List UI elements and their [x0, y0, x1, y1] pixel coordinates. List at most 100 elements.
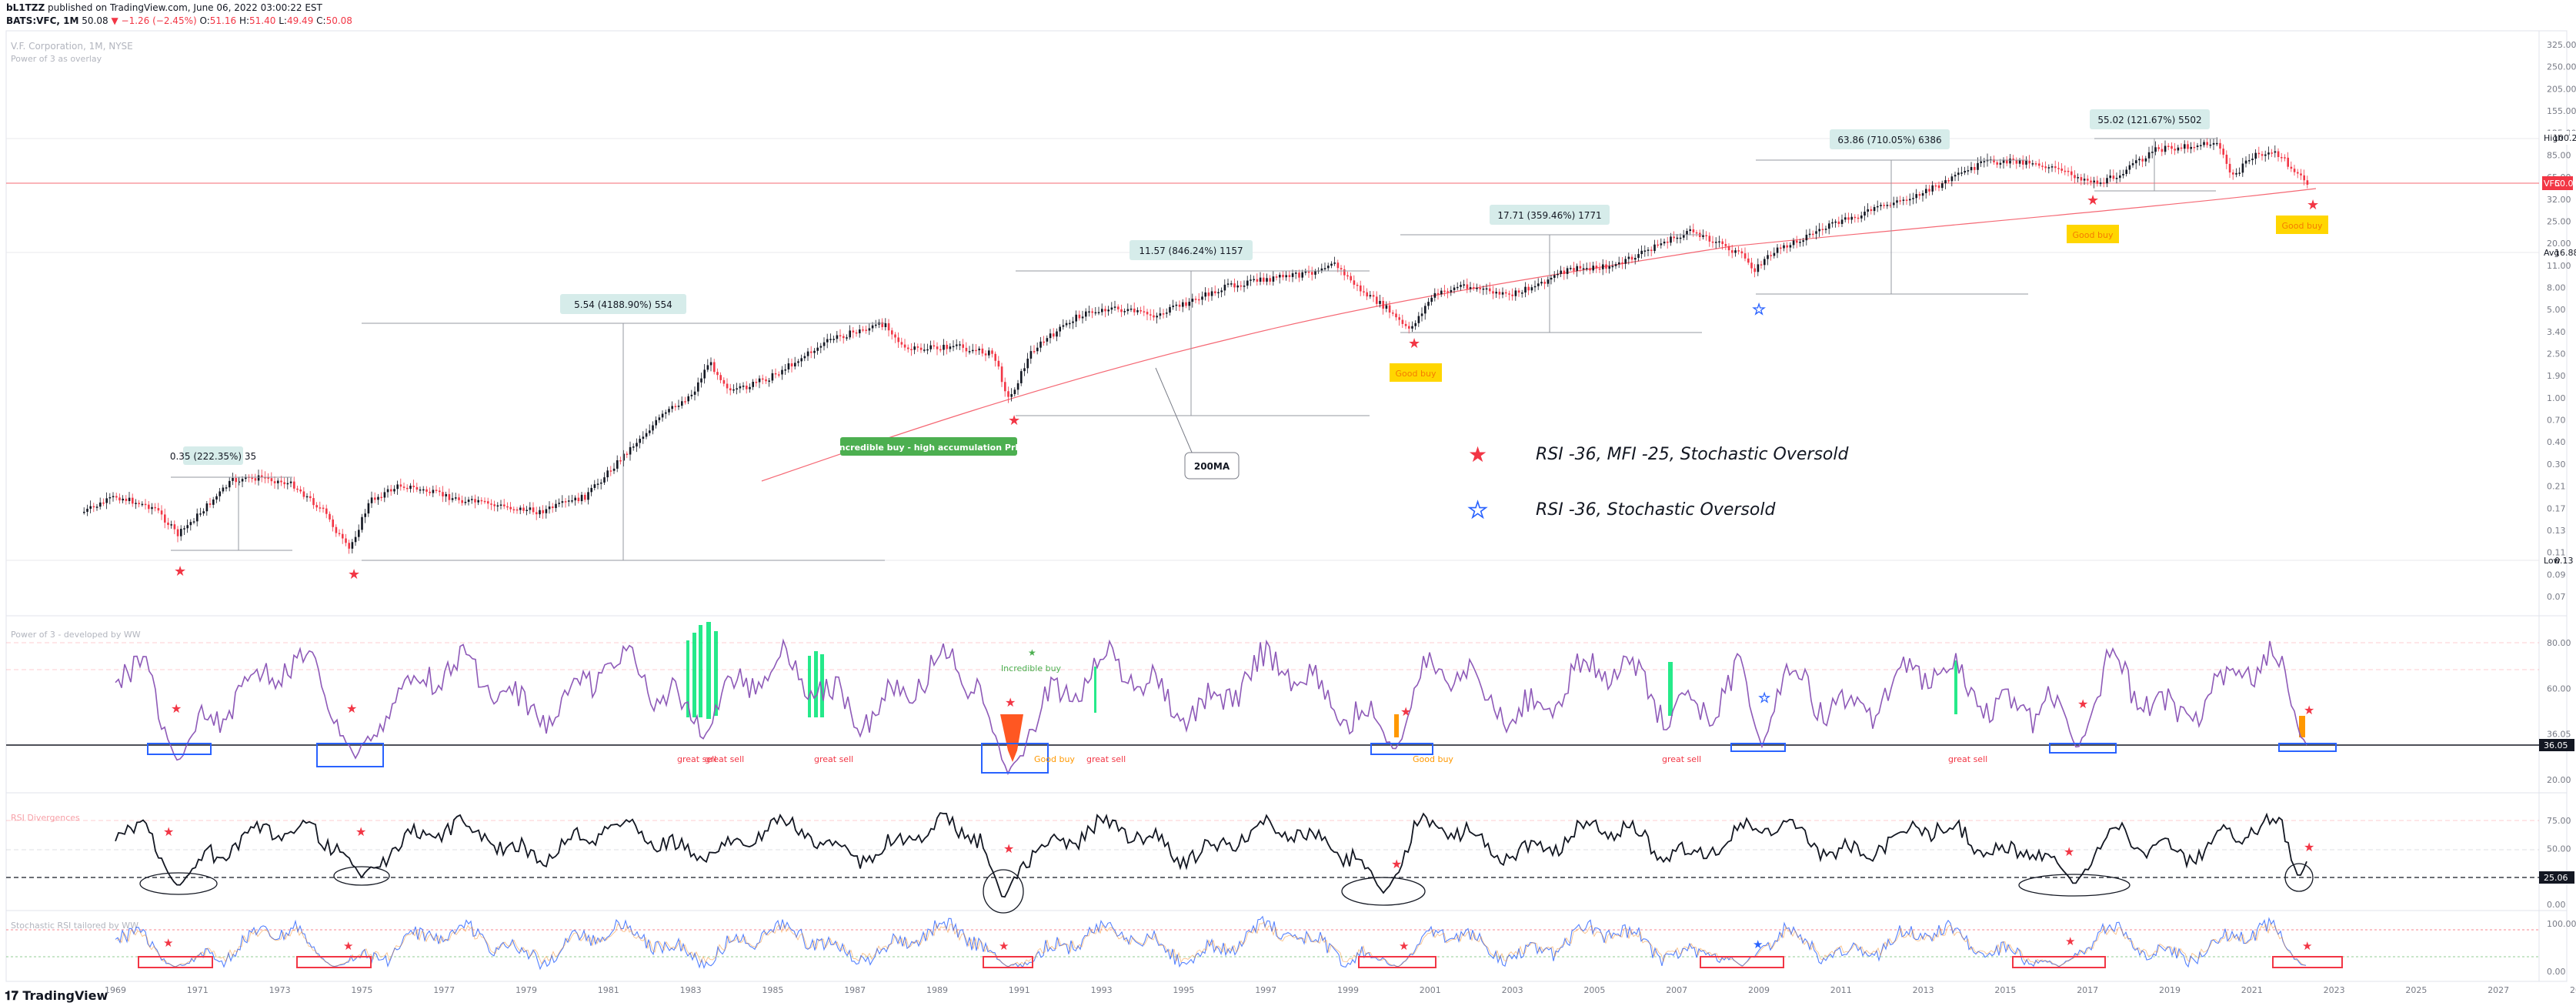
measure-5[interactable]: 63.86 (710.05%) 6386 — [1756, 129, 2028, 295]
candle-body — [202, 511, 205, 514]
candle-body — [561, 501, 564, 503]
candle-body — [1016, 383, 1019, 390]
price-change: −1.26 (−2.45%) — [121, 15, 197, 26]
p3-axis[interactable]: 80.00 60.00 36.05 20.00 — [2547, 638, 2571, 785]
candle-body — [1533, 286, 1537, 288]
candle-body — [1020, 371, 1023, 383]
star-icon: ★ — [355, 824, 366, 839]
candle-body — [1039, 341, 1042, 348]
candle-body — [1000, 366, 1003, 383]
candle-body — [2267, 152, 2270, 155]
candle-body — [642, 436, 645, 439]
candle-body — [471, 499, 473, 500]
candle-body — [1934, 185, 1937, 187]
candle-body — [480, 500, 483, 502]
candle-body — [2151, 152, 2154, 153]
candle-body — [267, 477, 269, 479]
candle-body — [813, 350, 816, 353]
candle-body — [1595, 266, 1598, 269]
price-tag-value: 50.08 — [2554, 179, 2576, 189]
measure-1[interactable]: 0.35 (222.35%) 35 — [170, 446, 292, 551]
candle-body — [1330, 263, 1333, 266]
measure-4[interactable]: 17.71 (359.46%) 1771 — [1400, 205, 1702, 333]
ma-callout[interactable]: 200MA — [1155, 367, 1240, 480]
low-label: L: — [279, 15, 287, 26]
candle-body — [645, 433, 648, 437]
candle-body — [1473, 287, 1475, 289]
candle-body — [652, 425, 654, 431]
publisher-name[interactable]: bL1TZZ — [6, 2, 45, 13]
incredible-buy-note[interactable]: Incredible buy - high accumulation Prb — [836, 437, 1022, 456]
candle-body — [539, 510, 541, 515]
candle-body — [345, 538, 347, 543]
time-tick-label: 1979 — [516, 985, 537, 995]
candle-body — [671, 406, 673, 409]
candle-body — [988, 350, 990, 356]
candle-body — [655, 419, 657, 426]
axis-tick-label: 5.00 — [2547, 305, 2566, 315]
axis-tick-label: 0.09 — [2547, 570, 2566, 580]
candle-body — [1737, 250, 1740, 252]
candle-body — [2193, 146, 2196, 149]
candle-body — [1046, 338, 1049, 342]
candle-body — [1343, 269, 1346, 276]
candle-body — [2131, 163, 2134, 165]
candle-body — [606, 470, 609, 478]
tradingview-brand[interactable]: 𝟏𝟕 TradingView — [5, 988, 108, 1004]
legend-blue-star-icon: ★ — [1468, 497, 1487, 523]
candle-body — [251, 477, 253, 480]
great-sell-label: great sell — [705, 754, 744, 764]
candle-body — [1657, 244, 1659, 246]
price-candles[interactable] — [83, 137, 2309, 554]
good-buy-label: Good buy — [2282, 221, 2323, 231]
rsi-pane-title: RSI Divergences — [11, 813, 80, 823]
candle-body — [135, 503, 137, 504]
measure-6[interactable]: 55.02 (121.67%) 5502 — [2090, 109, 2216, 192]
candle-body — [1950, 176, 1954, 182]
candle-body — [1883, 205, 1885, 206]
candle-body — [2196, 145, 2199, 148]
candle-body — [138, 503, 140, 505]
measure-2[interactable]: 5.54 (4188.90%) 554 — [362, 294, 885, 561]
candle-body — [1834, 221, 1837, 223]
candle-body — [1182, 302, 1184, 307]
candle-body — [1521, 292, 1523, 294]
candle-body — [1314, 271, 1316, 275]
stoch-axis[interactable]: 100.00 0.00 — [2547, 919, 2576, 977]
candle-body — [1828, 223, 1830, 229]
candle-body — [1259, 277, 1262, 282]
candle-body — [112, 496, 115, 498]
candle-body — [1877, 206, 1879, 208]
time-axis[interactable]: 1969 1971 1973 1975 1977 1979 1981 1983 1985 1987… — [105, 985, 2576, 995]
candle-body — [1398, 317, 1400, 320]
candle-body — [1062, 325, 1065, 327]
candle-body — [2147, 152, 2151, 159]
candle-body — [1236, 285, 1239, 288]
publish-text: published on TradingView.com, June 06, 2… — [48, 2, 322, 13]
candle-body — [2293, 169, 2296, 172]
price-axis[interactable]: 325.00250.00205.00155.00125.0085.0065.00… — [2547, 40, 2576, 602]
measure-3[interactable]: 11.57 (846.24%) 1157 — [1016, 240, 1370, 416]
candle-body — [1178, 304, 1181, 307]
candle-body — [1420, 313, 1423, 316]
candle-body — [409, 485, 412, 490]
candle-body — [1263, 277, 1265, 282]
candle-body — [1188, 302, 1190, 306]
candle-body — [1624, 259, 1627, 264]
p3-blue-boxes — [147, 743, 2337, 774]
candle-body — [536, 512, 538, 515]
candle-body — [1647, 249, 1650, 251]
rsi-axis[interactable]: 75.00 50.00 25.06 0.00 — [2547, 816, 2571, 910]
candle-body — [1873, 206, 1876, 212]
candle-body — [1831, 222, 1834, 224]
candle-body — [522, 507, 525, 511]
star-icon: ★ — [1408, 336, 1420, 352]
symbol-label[interactable]: BATS:VFC, 1M — [6, 15, 79, 26]
candle-body — [2006, 159, 2008, 164]
candle-body — [926, 349, 929, 351]
candle-body — [1029, 351, 1033, 359]
time-tick-label: 1987 — [844, 985, 866, 995]
candle-body — [506, 506, 509, 508]
candle-body — [774, 373, 777, 375]
